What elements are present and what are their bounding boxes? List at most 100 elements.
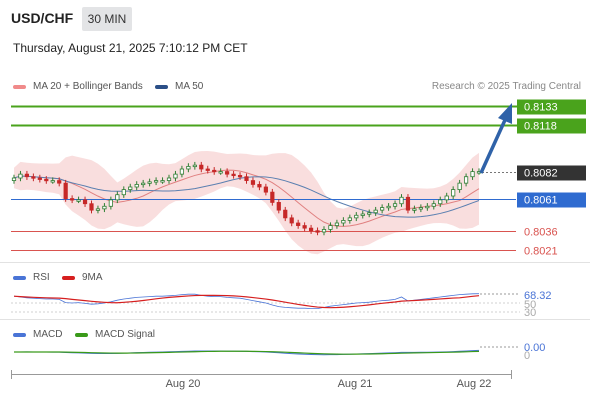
candle — [257, 181, 262, 191]
candle — [82, 196, 88, 207]
last-level-tag: 0.8082 — [517, 165, 586, 181]
candle — [102, 203, 107, 213]
candle — [386, 203, 391, 211]
candle — [296, 219, 301, 229]
legend-ma20-label: MA 20 + Bollinger Bands — [33, 81, 143, 92]
candle — [57, 177, 62, 187]
legend-macd: MACD — [13, 329, 62, 340]
candle — [24, 170, 30, 180]
level-value: 0.8118 — [524, 121, 557, 133]
support-level-tag: 0.8021 — [524, 246, 558, 258]
candle — [186, 163, 191, 173]
candle — [199, 161, 204, 173]
candle — [128, 183, 133, 193]
candle — [160, 177, 165, 184]
candle — [89, 200, 94, 214]
candle — [244, 173, 249, 184]
candle — [418, 204, 423, 213]
rsi-swatch — [13, 275, 26, 280]
candle — [76, 196, 81, 204]
candle — [360, 210, 365, 219]
resistance-level-tag: 0.8118 — [517, 118, 586, 134]
legend-macd-signal: MACD Signal — [75, 329, 155, 340]
pivot-level-tag: 0.8061 — [517, 192, 586, 208]
candle — [50, 177, 55, 184]
candle — [438, 196, 443, 207]
candle — [31, 173, 36, 182]
candle — [405, 194, 411, 214]
macd-swatch — [13, 332, 26, 337]
candle — [431, 200, 436, 210]
candle — [315, 227, 320, 236]
candle — [250, 177, 256, 188]
x-tick-label: Aug 22 — [457, 378, 492, 390]
legend-ma50: MA 50 — [155, 81, 203, 92]
timeframe-button[interactable]: 30 MIN — [82, 7, 132, 31]
legend-rsi: RSI — [13, 272, 50, 283]
candle — [321, 226, 327, 236]
candle — [212, 167, 217, 175]
macd-signal-swatch — [75, 332, 88, 337]
legend-ma20: MA 20 + Bollinger Bands — [13, 81, 143, 92]
level-tag-bg — [517, 99, 586, 115]
projection-arrow — [479, 119, 507, 174]
candle — [225, 168, 230, 178]
candle — [63, 179, 68, 202]
candle — [153, 177, 159, 186]
candle — [263, 183, 268, 196]
candle — [179, 165, 185, 178]
candle — [380, 204, 385, 214]
bollinger-band — [14, 151, 479, 255]
candle — [192, 161, 197, 170]
level-value: 0.8082 — [524, 168, 558, 180]
candle — [341, 217, 346, 227]
candle — [347, 214, 352, 224]
candle — [457, 179, 462, 193]
candle — [283, 206, 288, 222]
level-tag-bg — [517, 118, 586, 134]
legend-rsi-ma-label: 9MA — [82, 272, 103, 283]
level-tag-bg — [517, 165, 586, 181]
legend-macd-label: MACD — [33, 329, 63, 340]
candle — [18, 170, 23, 182]
candle — [141, 179, 146, 188]
credit-label: Research © 2025 Trading Central — [431, 81, 581, 92]
candle — [302, 222, 307, 232]
candle — [37, 174, 42, 183]
support-level-tag: 0.8036 — [524, 227, 558, 239]
candle — [451, 186, 456, 200]
candle — [205, 165, 210, 174]
candle — [276, 199, 281, 214]
candle — [399, 194, 404, 207]
candle — [392, 200, 398, 210]
candle — [425, 203, 430, 211]
x-tick-label: Aug 21 — [338, 378, 373, 390]
candle — [308, 224, 314, 234]
candle — [166, 174, 172, 184]
candle — [334, 219, 340, 229]
candle — [108, 196, 113, 210]
candle — [231, 170, 236, 179]
rsi-last-value: 68.32 — [524, 290, 552, 302]
candle — [354, 212, 359, 222]
candle — [95, 205, 101, 214]
rsi-ma-swatch — [62, 275, 75, 280]
candle — [134, 181, 139, 191]
candle — [367, 209, 372, 218]
candle — [237, 172, 243, 180]
legend-ma50-label: MA 50 — [175, 81, 204, 92]
level-tag-bg — [517, 192, 586, 208]
candle — [328, 222, 333, 233]
candle — [470, 168, 475, 180]
candle — [11, 174, 17, 184]
candle — [70, 195, 75, 204]
candle — [44, 176, 49, 184]
candle — [373, 206, 378, 216]
legend-macd-signal-label: MACD Signal — [95, 329, 156, 340]
rsi-line — [13, 293, 480, 310]
legend-rsi-ma: 9MA — [62, 272, 103, 283]
ma20-swatch — [13, 84, 26, 89]
level-value: 0.8061 — [524, 195, 558, 207]
macd-zero-label: 0 — [524, 350, 530, 362]
